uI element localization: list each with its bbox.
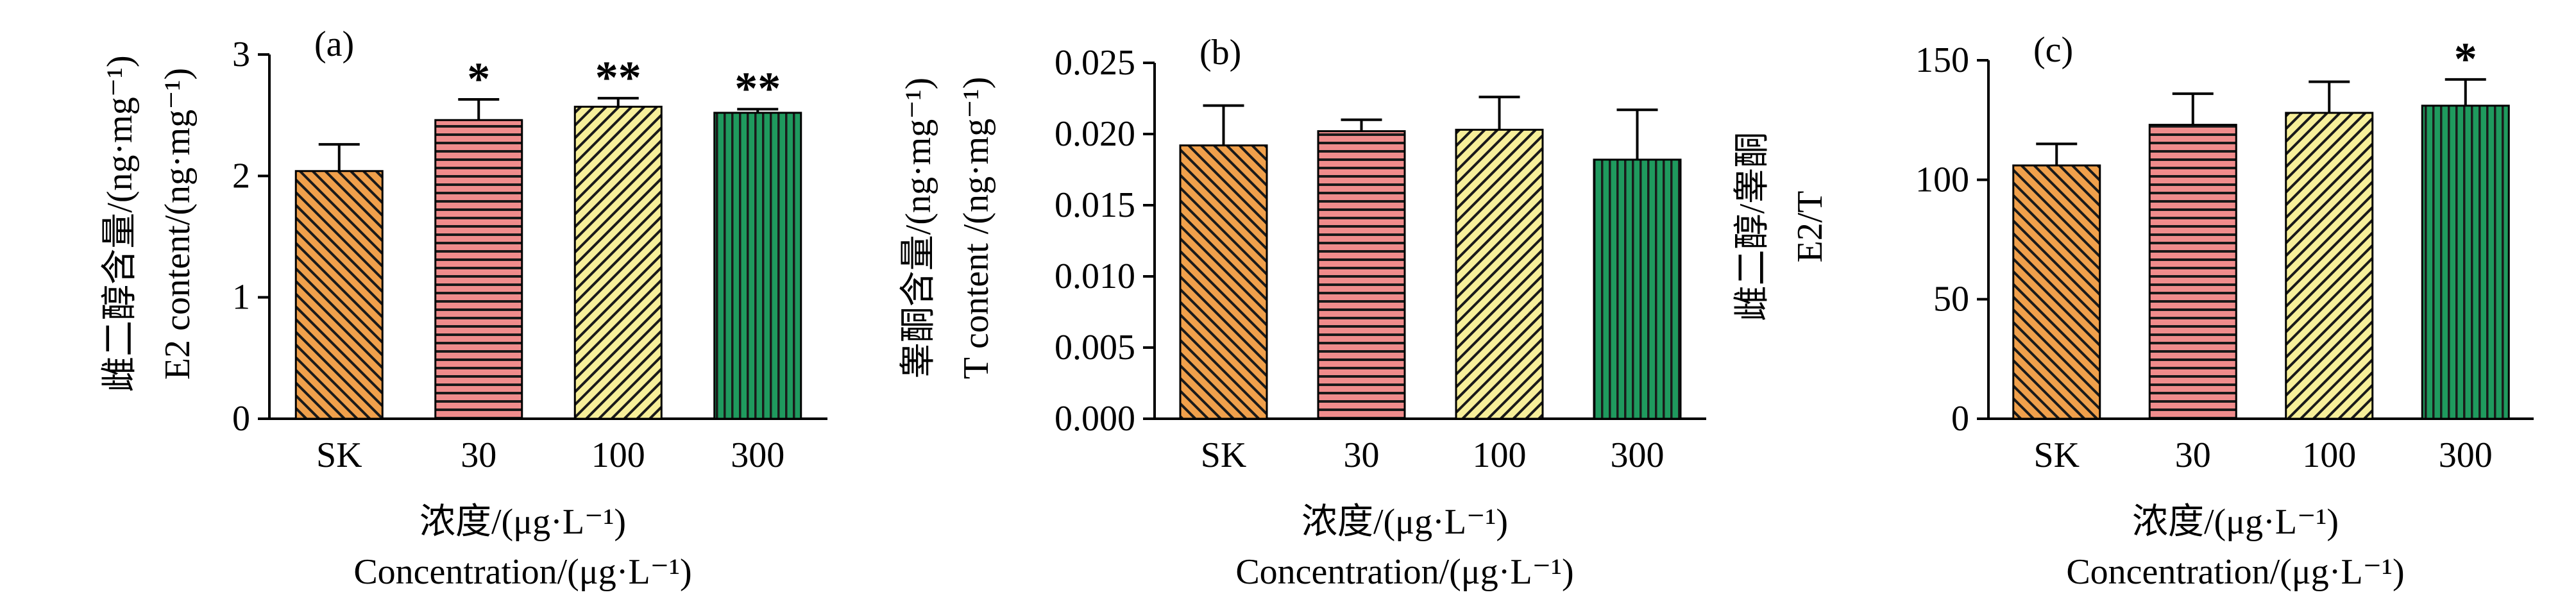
x-axis-label-cn: 浓度/(μg·L⁻¹) bbox=[1301, 502, 1508, 542]
y-tick-label: 150 bbox=[1915, 40, 1969, 80]
x-tick-label: 100 bbox=[1473, 435, 1527, 475]
y-tick-label: 2 bbox=[232, 156, 250, 196]
panel-label: (a) bbox=[314, 24, 354, 64]
y-tick-label: 1 bbox=[232, 278, 250, 317]
y-tick-label: 0.010 bbox=[1055, 257, 1135, 296]
y-axis-label-en: E2 content/(ng·mg⁻¹) bbox=[158, 68, 198, 380]
x-tick-label: SK bbox=[2033, 435, 2080, 475]
significance-label: ** bbox=[734, 63, 781, 114]
y-tick-label: 0 bbox=[1951, 399, 1969, 439]
significance-label: ** bbox=[595, 52, 641, 103]
y-tick-label: 0.015 bbox=[1055, 185, 1135, 225]
y-axis-label-cn: 雌二醇/睾酮 bbox=[1733, 132, 1772, 322]
bar bbox=[1593, 158, 1682, 420]
bar bbox=[434, 119, 523, 420]
bar bbox=[2285, 112, 2374, 420]
x-tick-label: 300 bbox=[1611, 435, 1665, 475]
bar bbox=[2421, 105, 2510, 420]
y-tick-label: 0.020 bbox=[1055, 114, 1135, 154]
x-tick-label: 30 bbox=[2175, 435, 2211, 475]
x-axis-label-en: Concentration/(μg·L⁻¹) bbox=[2066, 552, 2404, 592]
y-axis-label-en: T content /(ng·mg⁻¹) bbox=[956, 77, 996, 379]
y-axis-label-en: E2/T bbox=[1790, 191, 1830, 263]
bar bbox=[2148, 124, 2237, 420]
y-tick-label: 0.000 bbox=[1055, 399, 1135, 439]
significance-label: * bbox=[2454, 33, 2477, 85]
x-axis-label-cn: 浓度/(μg·L⁻¹) bbox=[419, 502, 626, 542]
y-axis-label-cn: 睾酮含量/(ng·mg⁻¹) bbox=[899, 78, 938, 378]
chart-panel-b: 0.000 0.005 0.010 0.015 0.020 0.025 SK 30 100 300… bbox=[899, 33, 1706, 592]
y-axis-label-cn: 雌二醇含量/(ng·mg⁻¹) bbox=[100, 55, 140, 392]
x-tick-label: 100 bbox=[591, 435, 645, 475]
x-tick-label: 30 bbox=[461, 435, 496, 475]
panel-label: (c) bbox=[2033, 30, 2073, 70]
x-tick-label: 300 bbox=[731, 435, 784, 475]
significance-label: * bbox=[467, 53, 490, 105]
y-tick-label: 3 bbox=[232, 35, 250, 74]
bar bbox=[713, 112, 802, 420]
bar bbox=[2012, 164, 2101, 420]
bar bbox=[294, 170, 384, 420]
x-axis-label-en: Concentration/(μg·L⁻¹) bbox=[1235, 552, 1573, 592]
x-tick-label: 300 bbox=[2439, 435, 2493, 475]
x-axis-label-cn: 浓度/(μg·L⁻¹) bbox=[2132, 502, 2339, 542]
panel-label: (b) bbox=[1199, 33, 1241, 72]
y-tick-label: 0.025 bbox=[1055, 43, 1135, 83]
x-tick-label: SK bbox=[316, 435, 362, 475]
y-tick-label: 50 bbox=[1933, 280, 1969, 319]
bar bbox=[573, 105, 663, 420]
chart-panel-c: 0 50 100 150 SK 30 100 * 300 (c) 浓度/(μg·L⁻¹) Concen… bbox=[1733, 30, 2534, 592]
x-tick-label: 30 bbox=[1344, 435, 1380, 475]
chart-panels: 0123SK*30**100**300(a)浓度/(μg·L⁻¹)Concent… bbox=[100, 24, 2534, 592]
y-tick-label: 100 bbox=[1915, 160, 1969, 199]
bar bbox=[1317, 130, 1406, 420]
x-tick-label: 100 bbox=[2302, 435, 2356, 475]
y-tick-label: 0 bbox=[232, 399, 250, 439]
chart-panel-a: 0 1 2 3 SK * 30 ** 100 ** 300 (a) 浓度/(μg·L⁻¹) Concent… bbox=[100, 24, 827, 592]
bar bbox=[1455, 128, 1544, 420]
x-tick-label: SK bbox=[1201, 435, 1247, 475]
x-axis-label-en: Concentration/(μg·L⁻¹) bbox=[353, 552, 691, 592]
y-tick-label: 0.005 bbox=[1055, 328, 1135, 367]
bar bbox=[1179, 144, 1268, 420]
